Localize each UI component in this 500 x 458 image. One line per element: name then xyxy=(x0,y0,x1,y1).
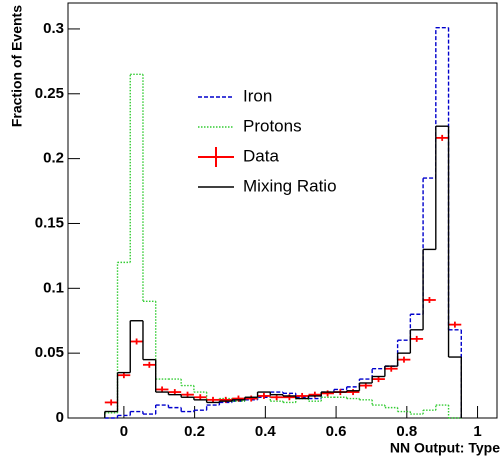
plot-frame xyxy=(67,2,498,419)
x-tick-label: 0 xyxy=(120,423,128,440)
legend-label: Data xyxy=(243,146,279,165)
legend-label: Mixing Ratio xyxy=(243,176,337,195)
y-tick-label: 0.25 xyxy=(35,85,64,102)
y-axis-title: Fraction of Events xyxy=(9,5,25,127)
y-tick-label: 0.2 xyxy=(43,150,64,167)
x-tick-label: 0.4 xyxy=(255,423,277,440)
x-tick-label: 0.8 xyxy=(396,423,417,440)
legend-label: Iron xyxy=(243,86,272,105)
y-tick-label: 0.3 xyxy=(43,20,64,37)
x-tick-label: 0.6 xyxy=(326,423,347,440)
y-tick-label: 0.1 xyxy=(43,279,64,296)
y-tick-label: 0.15 xyxy=(35,214,64,231)
legend-label: Protons xyxy=(243,116,302,135)
x-axis-title: NN Output: Type xyxy=(390,440,500,456)
x-tick-label: 0.2 xyxy=(184,423,205,440)
x-tick-label: 1 xyxy=(473,423,481,440)
y-tick-label: 0 xyxy=(56,409,64,426)
y-tick-label: 0.05 xyxy=(35,344,64,361)
